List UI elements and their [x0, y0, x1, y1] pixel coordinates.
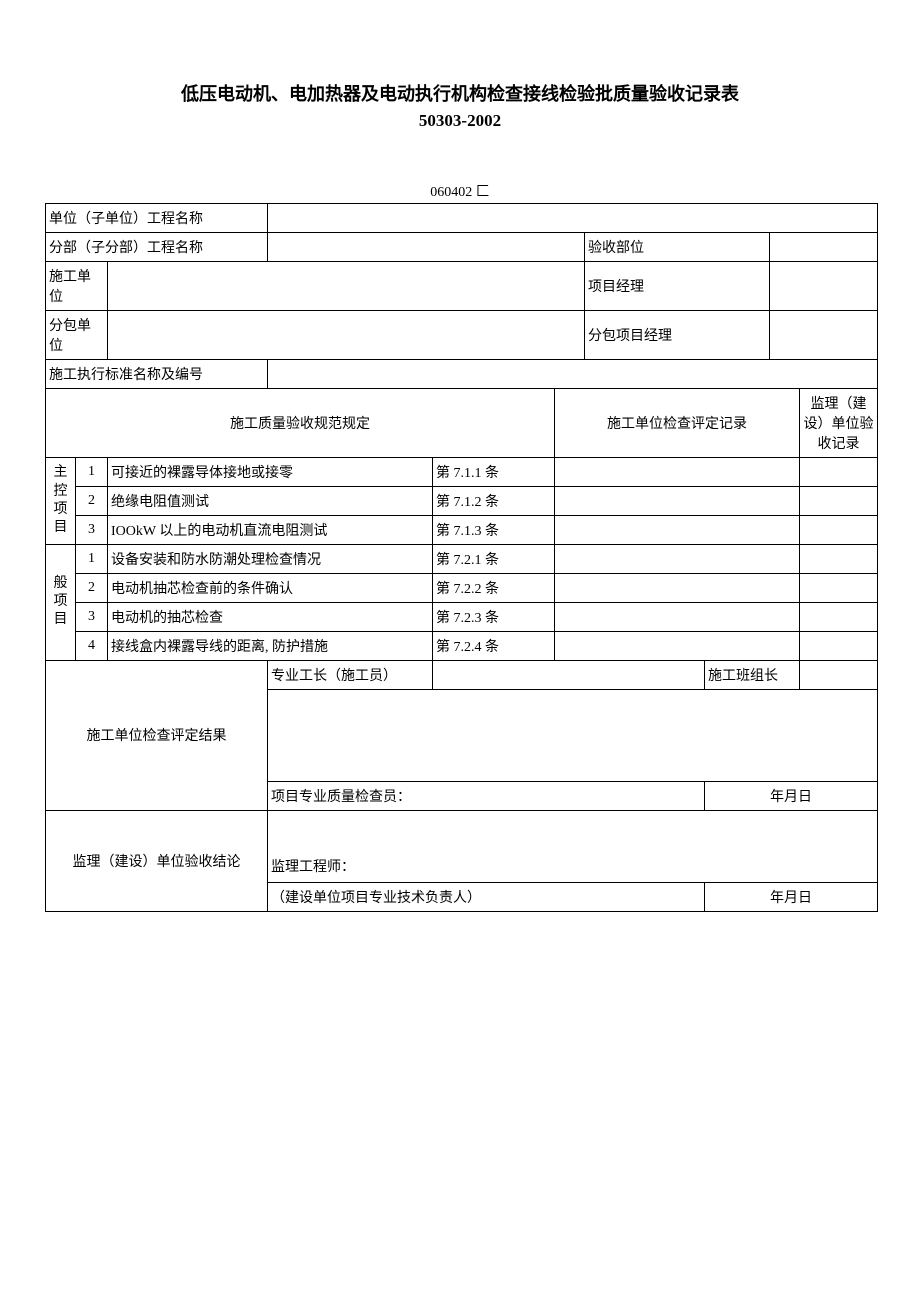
general-item-check-1[interactable] [555, 544, 800, 573]
field-check-result[interactable] [268, 689, 878, 781]
label-date-1: 年月日 [705, 781, 878, 810]
label-standard: 施工执行标准名称及编号 [46, 359, 268, 388]
row-foreman: 施工单位检查评定结果 专业工长（施工员） 施工班组长 [46, 660, 878, 689]
label-sub-pm: 分包项目经理 [585, 310, 770, 359]
label-supervision-record: 监理（建设）单位验收记录 [800, 388, 878, 457]
field-unit-project[interactable] [268, 203, 878, 232]
main-item-num-2: 2 [76, 486, 108, 515]
row-construction-unit: 施工单位 项目经理 [46, 261, 878, 310]
general-item-accept-4[interactable] [800, 631, 878, 660]
general-item-clause-4: 第 7.2.4 条 [433, 631, 555, 660]
general-item-desc-1: 设备安装和防水防潮处理检查情况 [108, 544, 433, 573]
label-quality-inspector: 项目专业质量检查员： [268, 781, 705, 810]
subtitle: 50303-2002 [45, 111, 875, 131]
main-item-accept-3[interactable] [800, 515, 878, 544]
general-item-clause-2: 第 7.2.2 条 [433, 573, 555, 602]
main-title: 低压电动机、电加热器及电动执行机构检查接线检验批质量验收记录表 [45, 80, 875, 109]
field-subcontractor[interactable] [108, 310, 585, 359]
label-date-2: 年月日 [705, 882, 878, 911]
row-standard: 施工执行标准名称及编号 [46, 359, 878, 388]
general-item-check-2[interactable] [555, 573, 800, 602]
field-project-manager[interactable] [770, 261, 878, 310]
main-item-clause-3: 第 7.1.3 条 [433, 515, 555, 544]
general-item-clause-1: 第 7.2.1 条 [433, 544, 555, 573]
label-general-item: 般项目 [46, 544, 76, 660]
field-construction-unit[interactable] [108, 261, 585, 310]
main-item-accept-2[interactable] [800, 486, 878, 515]
general-item-row-2: 2 电动机抽芯检查前的条件确认 第 7.2.2 条 [46, 573, 878, 602]
form-number: 060402 匚 [45, 181, 875, 201]
label-acceptance-part: 验收部位 [585, 232, 770, 261]
general-item-desc-3: 电动机的抽芯检查 [108, 602, 433, 631]
main-item-accept-1[interactable] [800, 457, 878, 486]
label-construction-unit: 施工单位 [46, 261, 108, 310]
main-item-check-2[interactable] [555, 486, 800, 515]
label-unit-check-record: 施工单位检查评定记录 [555, 388, 800, 457]
field-team-leader[interactable] [800, 660, 878, 689]
general-item-num-2: 2 [76, 573, 108, 602]
row-header-spec: 施工质量验收规范规定 施工单位检查评定记录 监理（建设）单位验收记录 [46, 388, 878, 457]
general-item-row-4: 4 接线盒内裸露导线的距离, 防护措施 第 7.2.4 条 [46, 631, 878, 660]
general-item-num-3: 3 [76, 602, 108, 631]
general-item-accept-1[interactable] [800, 544, 878, 573]
label-construction-leader: （建设单位项目专业技术负责人） [268, 882, 705, 911]
main-item-row-2: 2 绝缘电阻值测试 第 7.1.2 条 [46, 486, 878, 515]
main-item-desc-2: 绝缘电阻值测试 [108, 486, 433, 515]
label-unit-project: 单位（子单位）工程名称 [46, 203, 268, 232]
acceptance-table: 单位（子单位）工程名称 分部（子分部）工程名称 验收部位 施工单位 项目经理 分… [45, 203, 878, 912]
label-subcontractor: 分包单位 [46, 310, 108, 359]
label-project-manager: 项目经理 [585, 261, 770, 310]
general-item-row-3: 3 电动机的抽芯检查 第 7.2.3 条 [46, 602, 878, 631]
label-main-control: 主控项目 [46, 457, 76, 544]
general-item-num-1: 1 [76, 544, 108, 573]
label-supervisor-engineer: 监理工程师： [268, 810, 878, 882]
main-item-row-3: 3 IOOkW 以上的电动机直流电阻测试 第 7.1.3 条 [46, 515, 878, 544]
label-unit-check-result: 施工单位检查评定结果 [46, 660, 268, 810]
row-subcontractor: 分包单位 分包项目经理 [46, 310, 878, 359]
general-item-row-1: 般项目 1 设备安装和防水防潮处理检查情况 第 7.2.1 条 [46, 544, 878, 573]
general-item-desc-4: 接线盒内裸露导线的距离, 防护措施 [108, 631, 433, 660]
main-item-clause-1: 第 7.1.1 条 [433, 457, 555, 486]
field-sub-project[interactable] [268, 232, 585, 261]
general-item-accept-3[interactable] [800, 602, 878, 631]
field-acceptance-part[interactable] [770, 232, 878, 261]
general-item-desc-2: 电动机抽芯检查前的条件确认 [108, 573, 433, 602]
main-item-clause-2: 第 7.1.2 条 [433, 486, 555, 515]
main-item-check-1[interactable] [555, 457, 800, 486]
field-sub-pm[interactable] [770, 310, 878, 359]
label-supervision-conclusion: 监理（建设）单位验收结论 [46, 810, 268, 911]
row-sub-project: 分部（子分部）工程名称 验收部位 [46, 232, 878, 261]
general-item-check-3[interactable] [555, 602, 800, 631]
label-pro-foreman: 专业工长（施工员） [268, 660, 433, 689]
general-item-clause-3: 第 7.2.3 条 [433, 602, 555, 631]
main-item-num-1: 1 [76, 457, 108, 486]
main-item-row-1: 主控项目 1 可接近的裸露导体接地或接零 第 7.1.1 条 [46, 457, 878, 486]
label-quality-spec: 施工质量验收规范规定 [46, 388, 555, 457]
row-unit-project: 单位（子单位）工程名称 [46, 203, 878, 232]
general-item-num-4: 4 [76, 631, 108, 660]
label-sub-project: 分部（子分部）工程名称 [46, 232, 268, 261]
main-item-num-3: 3 [76, 515, 108, 544]
label-team-leader: 施工班组长 [705, 660, 800, 689]
title-block: 低压电动机、电加热器及电动执行机构检查接线检验批质量验收记录表 50303-20… [45, 80, 875, 131]
general-item-check-4[interactable] [555, 631, 800, 660]
row-supervision-body: 监理（建设）单位验收结论 监理工程师： [46, 810, 878, 882]
main-item-desc-3: IOOkW 以上的电动机直流电阻测试 [108, 515, 433, 544]
field-standard[interactable] [268, 359, 878, 388]
general-item-accept-2[interactable] [800, 573, 878, 602]
main-item-check-3[interactable] [555, 515, 800, 544]
main-item-desc-1: 可接近的裸露导体接地或接零 [108, 457, 433, 486]
field-pro-foreman[interactable] [433, 660, 705, 689]
